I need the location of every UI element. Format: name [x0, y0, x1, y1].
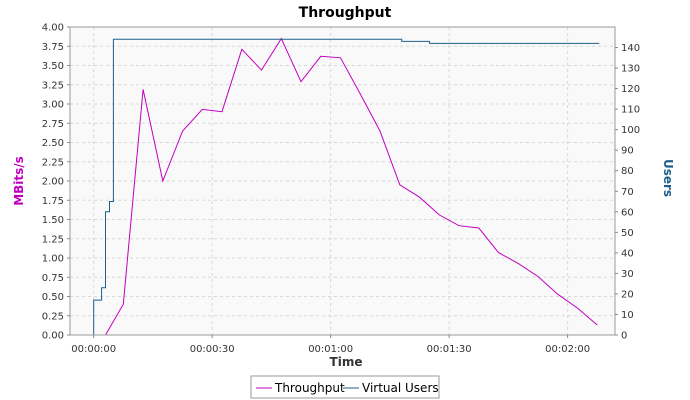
right-tick-label: 130 [621, 64, 640, 75]
left-tick-label: 0.50 [42, 292, 64, 303]
left-tick-label: 3.00 [42, 100, 64, 111]
right-tick-label: 60 [621, 207, 634, 218]
left-tick-label: 3.75 [42, 42, 64, 53]
x-tick-label: 00:01:30 [427, 344, 472, 355]
right-tick-label: 120 [621, 84, 640, 95]
legend-box [250, 375, 440, 399]
left-tick-label: 3.25 [42, 80, 64, 91]
left-tick-label: 4.00 [42, 23, 64, 34]
chart-title: Throughput [299, 5, 392, 21]
right-tick-label: 20 [621, 289, 634, 300]
x-tick-label: 00:00:30 [190, 344, 235, 355]
right-axis-ticks: 0 10 20 30 40 50 60 70 80 90 100 110 120 130 140 [615, 43, 640, 342]
x-axis-label: Time [330, 355, 363, 369]
left-tick-label: 2.00 [42, 177, 64, 188]
left-tick-label: 0.25 [42, 311, 64, 322]
left-tick-label: 1.75 [42, 196, 64, 207]
left-tick-label: 1.25 [42, 234, 64, 245]
left-axis-ticks: 0.00 0.25 0.50 0.75 1.00 1.25 1.50 1.75 2.00 2.25… [42, 23, 70, 342]
right-tick-label: 40 [621, 248, 634, 259]
right-tick-label: 30 [621, 269, 634, 280]
series-line-throughput [105, 37, 598, 336]
x-axis-ticks: 00:00:00 00:00:30 00:01:00 00:01:30 00:02:00 [71, 335, 590, 355]
left-tick-label: 2.50 [42, 138, 64, 149]
left-tick-label: 0.00 [42, 331, 64, 342]
right-tick-label: 70 [621, 187, 634, 198]
right-tick-label: 80 [621, 166, 634, 177]
series-layer [93, 37, 600, 336]
left-tick-label: 1.50 [42, 215, 64, 226]
left-tick-label: 3.50 [42, 61, 64, 72]
x-tick-label: 00:02:00 [545, 344, 590, 355]
left-tick-label: 1.00 [42, 254, 64, 265]
left-tick-label: 2.75 [42, 119, 64, 130]
x-tick-label: 00:01:00 [308, 344, 353, 355]
series-line-virtual-users [93, 38, 600, 335]
right-tick-label: 90 [621, 146, 634, 157]
left-tick-label: 2.25 [42, 157, 64, 168]
right-tick-label: 110 [621, 105, 640, 116]
right-tick-label: 140 [621, 43, 640, 54]
legend-label-throughput: Throughput [274, 381, 345, 395]
left-tick-label: 0.75 [42, 273, 64, 284]
right-tick-label: 0 [621, 331, 627, 342]
right-tick-label: 100 [621, 125, 640, 136]
right-axis-label: Users [661, 159, 675, 197]
right-tick-label: 50 [621, 228, 634, 239]
legend-label-virtual-users: Virtual Users [362, 381, 439, 395]
right-tick-label: 10 [621, 310, 634, 321]
legend: Throughput Virtual Users [250, 375, 440, 399]
left-axis-label: MBits/s [12, 156, 26, 206]
x-tick-label: 00:00:00 [71, 344, 116, 355]
